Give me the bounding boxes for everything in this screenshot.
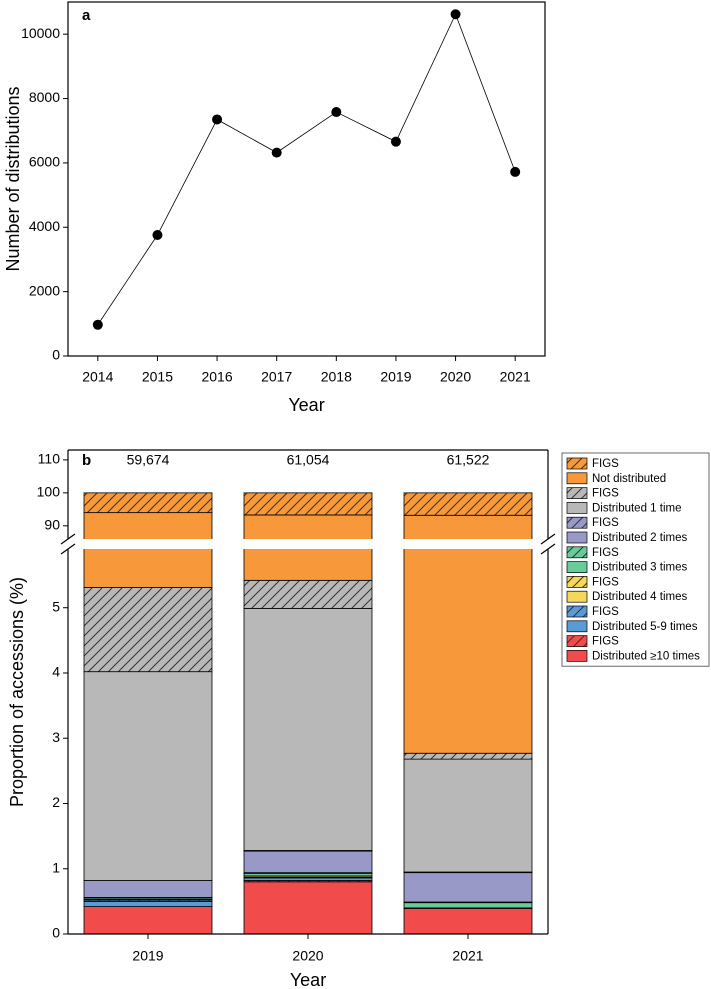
bar-segment	[403, 908, 533, 935]
bar-segment	[403, 514, 533, 754]
legend-label: FIGS	[592, 488, 619, 500]
x-tick-label: 2016	[201, 369, 232, 385]
legend-label: Distributed 5-9 times	[592, 621, 698, 633]
legend-label: FIGS	[592, 576, 619, 588]
x-tick-label: 2017	[261, 369, 292, 385]
y-tick-label: 0	[52, 925, 60, 941]
marker	[212, 114, 223, 125]
legend-label: FIGS	[592, 517, 619, 529]
legend-swatch	[566, 531, 588, 544]
axis-break-gap	[58, 539, 558, 549]
marker	[390, 136, 401, 147]
legend-label: Not distributed	[592, 473, 666, 485]
break-mark	[540, 533, 556, 545]
x-tick-label: 2019	[380, 369, 411, 385]
y-tick-label: 2	[52, 794, 60, 810]
y-axis-title: Number of distributions	[3, 86, 23, 271]
bar-segment	[403, 872, 533, 903]
x-tick-label: 2020	[440, 369, 471, 385]
legend-label: FIGS	[592, 458, 619, 470]
bar-segment	[243, 881, 373, 935]
legend-swatch	[566, 620, 588, 633]
x-tick-label: 2020	[292, 948, 323, 964]
bar-segment	[403, 758, 533, 873]
y-tick-label: 110	[38, 451, 61, 467]
break-mark	[540, 543, 556, 555]
y-tick-label: 3	[52, 729, 60, 745]
legend-swatch	[566, 502, 588, 514]
bar-segment	[243, 850, 373, 874]
bar-label: 59,674	[127, 452, 170, 468]
panel-label: a	[82, 7, 91, 24]
bar-segment	[403, 902, 533, 909]
legend-label: Distributed 4 times	[592, 591, 687, 603]
y-tick-label: 10000	[21, 25, 60, 41]
x-axis-title: Year	[288, 395, 324, 415]
y-tick-label: 4000	[29, 218, 60, 234]
legend-swatch	[566, 590, 588, 603]
x-tick-label: 2019	[132, 948, 163, 964]
legend-swatch	[566, 472, 588, 485]
marker	[152, 229, 163, 240]
break-mark	[60, 543, 76, 555]
x-tick-label: 2018	[321, 369, 352, 385]
y-tick-label: 100	[37, 484, 61, 500]
bar-segment	[243, 579, 373, 609]
y-tick-label: 2000	[29, 282, 60, 298]
marker	[92, 319, 103, 330]
y-axis-title: Proportion of accessions (%)	[7, 577, 27, 807]
y-tick-label: 6000	[29, 154, 60, 170]
legend-swatch	[566, 487, 588, 499]
y-tick-label: 4	[52, 664, 60, 680]
panel-label: b	[82, 452, 91, 469]
bar-segment	[83, 492, 213, 514]
bar-segment	[243, 607, 373, 851]
bar-segment	[83, 587, 213, 673]
x-tick-label: 2021	[500, 369, 531, 385]
marker	[271, 147, 282, 158]
legend-swatch	[566, 605, 588, 618]
marker	[450, 9, 461, 20]
x-axis-title: Year	[290, 970, 326, 989]
break-mark	[60, 533, 76, 545]
bar-label: 61,522	[447, 452, 490, 468]
legend-swatch	[566, 561, 588, 573]
bar-label: 61,054	[287, 452, 330, 468]
y-tick-label: 0	[52, 347, 60, 363]
x-tick-label: 2015	[142, 369, 173, 385]
bar-segment	[403, 752, 533, 760]
bar-segment	[83, 671, 213, 881]
legend-swatch	[566, 635, 588, 647]
y-tick-label: 5	[52, 598, 60, 614]
legend-label: Distributed ≥10 times	[592, 650, 700, 662]
marker	[331, 107, 342, 118]
bar-segment	[243, 492, 373, 516]
legend-swatch	[566, 650, 588, 662]
legend-label: FIGS	[592, 636, 619, 648]
legend-swatch	[566, 457, 588, 470]
legend-swatch	[566, 576, 588, 588]
bar-segment	[83, 906, 213, 935]
y-tick-label: 90	[44, 517, 60, 533]
x-tick-label: 2021	[452, 948, 483, 964]
legend-swatch	[566, 516, 588, 529]
bar-segment	[83, 880, 213, 898]
legend-box	[561, 452, 710, 667]
legend-swatch	[566, 546, 588, 559]
legend-label: Distributed 3 times	[592, 562, 687, 574]
y-tick-label: 8000	[29, 89, 60, 105]
marker	[510, 166, 521, 177]
legend-label: Distributed 1 time	[592, 502, 681, 514]
bar-segment	[83, 900, 213, 907]
bar-segment	[403, 492, 533, 516]
x-tick-label: 2014	[82, 369, 113, 385]
legend-label: Distributed 2 times	[592, 532, 687, 544]
line	[97, 13, 516, 326]
y-tick-label: 1	[52, 859, 60, 875]
legend-label: FIGS	[592, 606, 619, 618]
bar-segment	[83, 512, 213, 588]
legend-label: FIGS	[592, 547, 619, 559]
plot-frame	[67, 1, 546, 357]
